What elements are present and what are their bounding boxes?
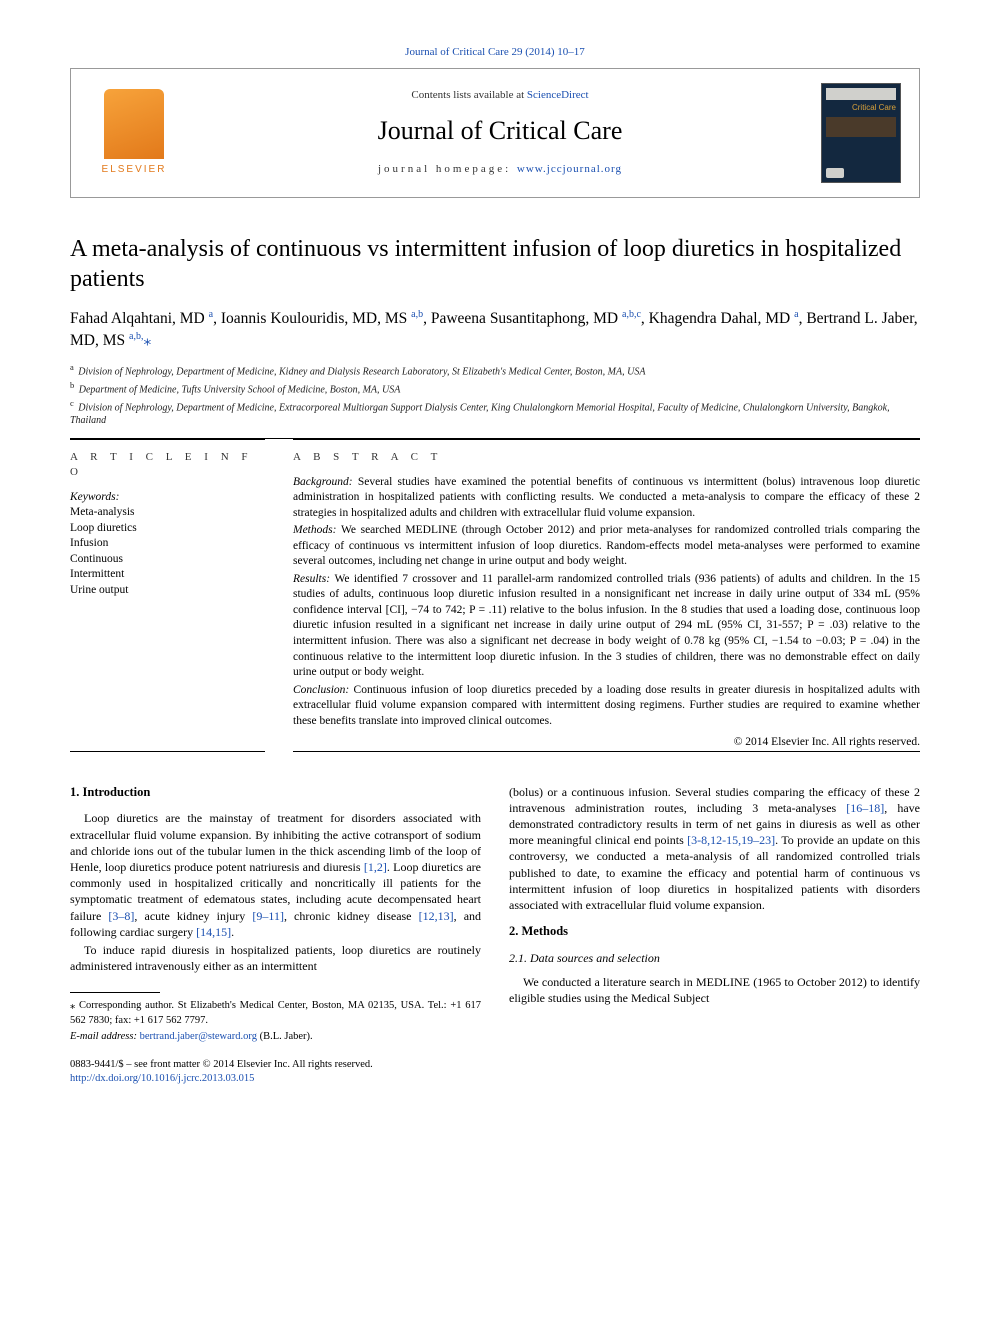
abstract-results: Results: We identified 7 crossover and 1…	[293, 572, 920, 681]
affiliations: a Division of Nephrology, Department of …	[70, 362, 920, 428]
cover-top-strip	[826, 88, 896, 100]
email-link[interactable]: bertrand.jaber@steward.org	[140, 1031, 257, 1042]
doi-link[interactable]: http://dx.doi.org/10.1016/j.jcrc.2013.03…	[70, 1072, 481, 1086]
abstract-copyright: © 2014 Elsevier Inc. All rights reserved…	[293, 735, 920, 751]
keyword: Intermittent	[70, 567, 265, 583]
cover-badge-icon	[826, 168, 844, 178]
page: Journal of Critical Care 29 (2014) 10–17…	[0, 0, 990, 1116]
authors: Fahad Alqahtani, MD a, Ioannis Koulourid…	[70, 308, 920, 352]
journal-header: ELSEVIER Contents lists available at Sci…	[70, 68, 920, 198]
body-column-left: 1. Introduction Loop diuretics are the m…	[70, 784, 481, 1087]
elsevier-tree-icon	[104, 89, 164, 159]
keyword: Continuous	[70, 552, 265, 568]
publisher-name: ELSEVIER	[102, 163, 167, 177]
affiliation-a: a Division of Nephrology, Department of …	[70, 362, 920, 379]
abstract-heading: A B S T R A C T	[293, 450, 920, 465]
corresponding-author: ⁎ Corresponding author. St Elizabeth's M…	[70, 999, 481, 1027]
body-column-right: (bolus) or a continuous infusion. Severa…	[509, 784, 920, 1087]
abstract-column: A B S T R A C T Background: Several stud…	[293, 439, 920, 751]
ref-link[interactable]: [3-8,12-15,19–23]	[687, 833, 775, 847]
header-center: Contents lists available at ScienceDirec…	[179, 88, 821, 177]
keywords-label: Keywords:	[70, 490, 265, 506]
ref-link[interactable]: [9–11]	[252, 909, 284, 923]
intro-paragraph-2: To induce rapid diuresis in hospitalized…	[70, 942, 481, 974]
article-title: A meta-analysis of continuous vs intermi…	[70, 234, 920, 294]
keywords-list: Meta-analysis Loop diuretics Infusion Co…	[70, 505, 265, 598]
footnotes: ⁎ Corresponding author. St Elizabeth's M…	[70, 999, 481, 1044]
section-heading-methods: 2. Methods	[509, 923, 920, 940]
keyword: Meta-analysis	[70, 505, 265, 521]
cover-image	[826, 117, 896, 137]
sciencedirect-link[interactable]: ScienceDirect	[527, 89, 589, 101]
journal-name: Journal of Critical Care	[179, 113, 821, 148]
section-heading-intro: 1. Introduction	[70, 784, 481, 801]
email-line: E-mail address: bertrand.jaber@steward.o…	[70, 1030, 481, 1044]
contents-line: Contents lists available at ScienceDirec…	[179, 88, 821, 103]
homepage-prefix: journal homepage:	[378, 163, 517, 175]
publisher-logo: ELSEVIER	[89, 89, 179, 177]
abstract-conclusion: Conclusion: Continuous infusion of loop …	[293, 683, 920, 730]
abstract-background: Background: Several studies have examine…	[293, 475, 920, 522]
keyword: Urine output	[70, 583, 265, 599]
affiliation-c: c Division of Nephrology, Department of …	[70, 398, 920, 428]
ref-link[interactable]: [3–8]	[108, 909, 134, 923]
homepage-line: journal homepage: www.jccjournal.org	[179, 162, 821, 177]
copyright-footer: 0883-9441/$ – see front matter © 2014 El…	[70, 1058, 481, 1086]
abstract-methods: Methods: We searched MEDLINE (through Oc…	[293, 523, 920, 570]
keyword: Infusion	[70, 536, 265, 552]
ref-link[interactable]: [1,2]	[364, 860, 387, 874]
article-info-heading: A R T I C L E I N F O	[70, 450, 265, 480]
contents-prefix: Contents lists available at	[411, 89, 526, 101]
article-info-column: A R T I C L E I N F O Keywords: Meta-ana…	[70, 439, 265, 751]
cover-title: Critical Care	[826, 103, 896, 114]
journal-cover: Critical Care	[821, 83, 901, 183]
info-abstract-bottom-rule	[70, 751, 920, 752]
intro-continued: (bolus) or a continuous infusion. Severa…	[509, 784, 920, 914]
ref-link[interactable]: [16–18]	[846, 801, 884, 815]
body-columns: 1. Introduction Loop diuretics are the m…	[70, 784, 920, 1087]
subsection-heading: 2.1. Data sources and selection	[509, 950, 920, 966]
affiliation-b: b Department of Medicine, Tufts Universi…	[70, 380, 920, 397]
methods-paragraph-1: We conducted a literature search in MEDL…	[509, 974, 920, 1006]
ref-link[interactable]: [14,15]	[196, 925, 231, 939]
copyright-line: 0883-9441/$ – see front matter © 2014 El…	[70, 1058, 481, 1072]
top-citation[interactable]: Journal of Critical Care 29 (2014) 10–17	[70, 45, 920, 60]
info-abstract-row: A R T I C L E I N F O Keywords: Meta-ana…	[70, 439, 920, 751]
footnote-divider	[70, 992, 160, 993]
homepage-link[interactable]: www.jccjournal.org	[517, 163, 622, 175]
intro-paragraph-1: Loop diuretics are the mainstay of treat…	[70, 810, 481, 940]
keyword: Loop diuretics	[70, 521, 265, 537]
ref-link[interactable]: [12,13]	[419, 909, 454, 923]
